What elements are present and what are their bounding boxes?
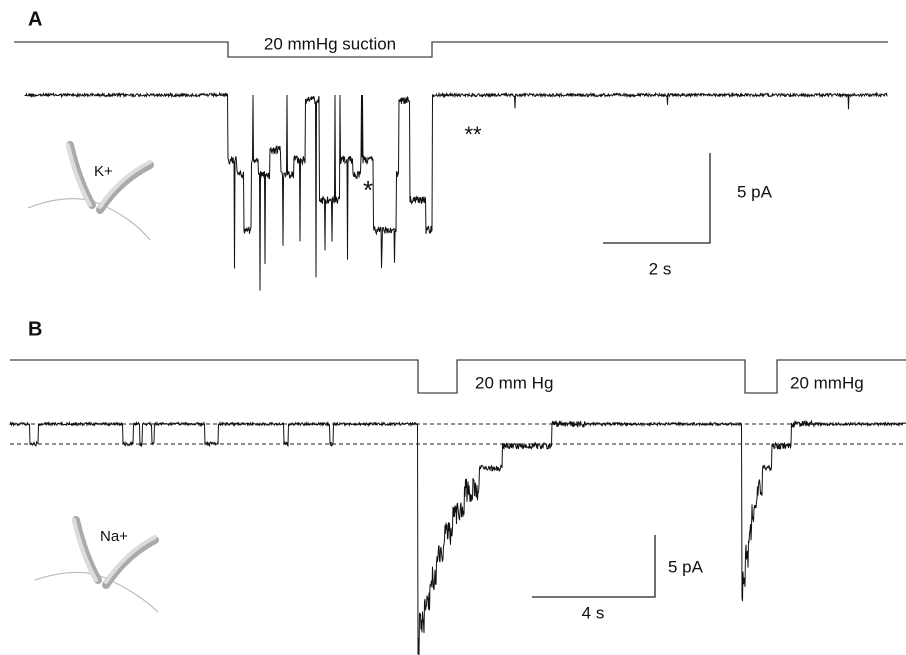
scale-bar <box>603 153 711 244</box>
panel-label: A <box>28 8 42 30</box>
stimulus-label: 20 mmHg suction <box>264 34 396 53</box>
current-trace <box>9 419 906 655</box>
stimulus-line <box>10 359 906 394</box>
annotation: * <box>363 175 373 205</box>
stimulus-label: 20 mm Hg <box>475 373 553 392</box>
panel-label: B <box>28 318 42 340</box>
stimulus-label: 20 mmHg <box>790 373 864 392</box>
scale-label: 4 s <box>582 603 605 622</box>
current-trace <box>24 91 888 291</box>
ion-label: K+ <box>94 163 113 180</box>
pipette-icon <box>34 516 159 613</box>
scale-label: 5 pA <box>668 557 704 576</box>
scale-label: 2 s <box>649 259 672 278</box>
scale-bar <box>532 535 656 598</box>
ion-label: Na+ <box>100 528 128 545</box>
stimulus-line <box>14 41 888 58</box>
scale-label: 5 pA <box>737 182 773 201</box>
pipette-icon <box>27 141 154 241</box>
annotation: ** <box>464 122 482 147</box>
